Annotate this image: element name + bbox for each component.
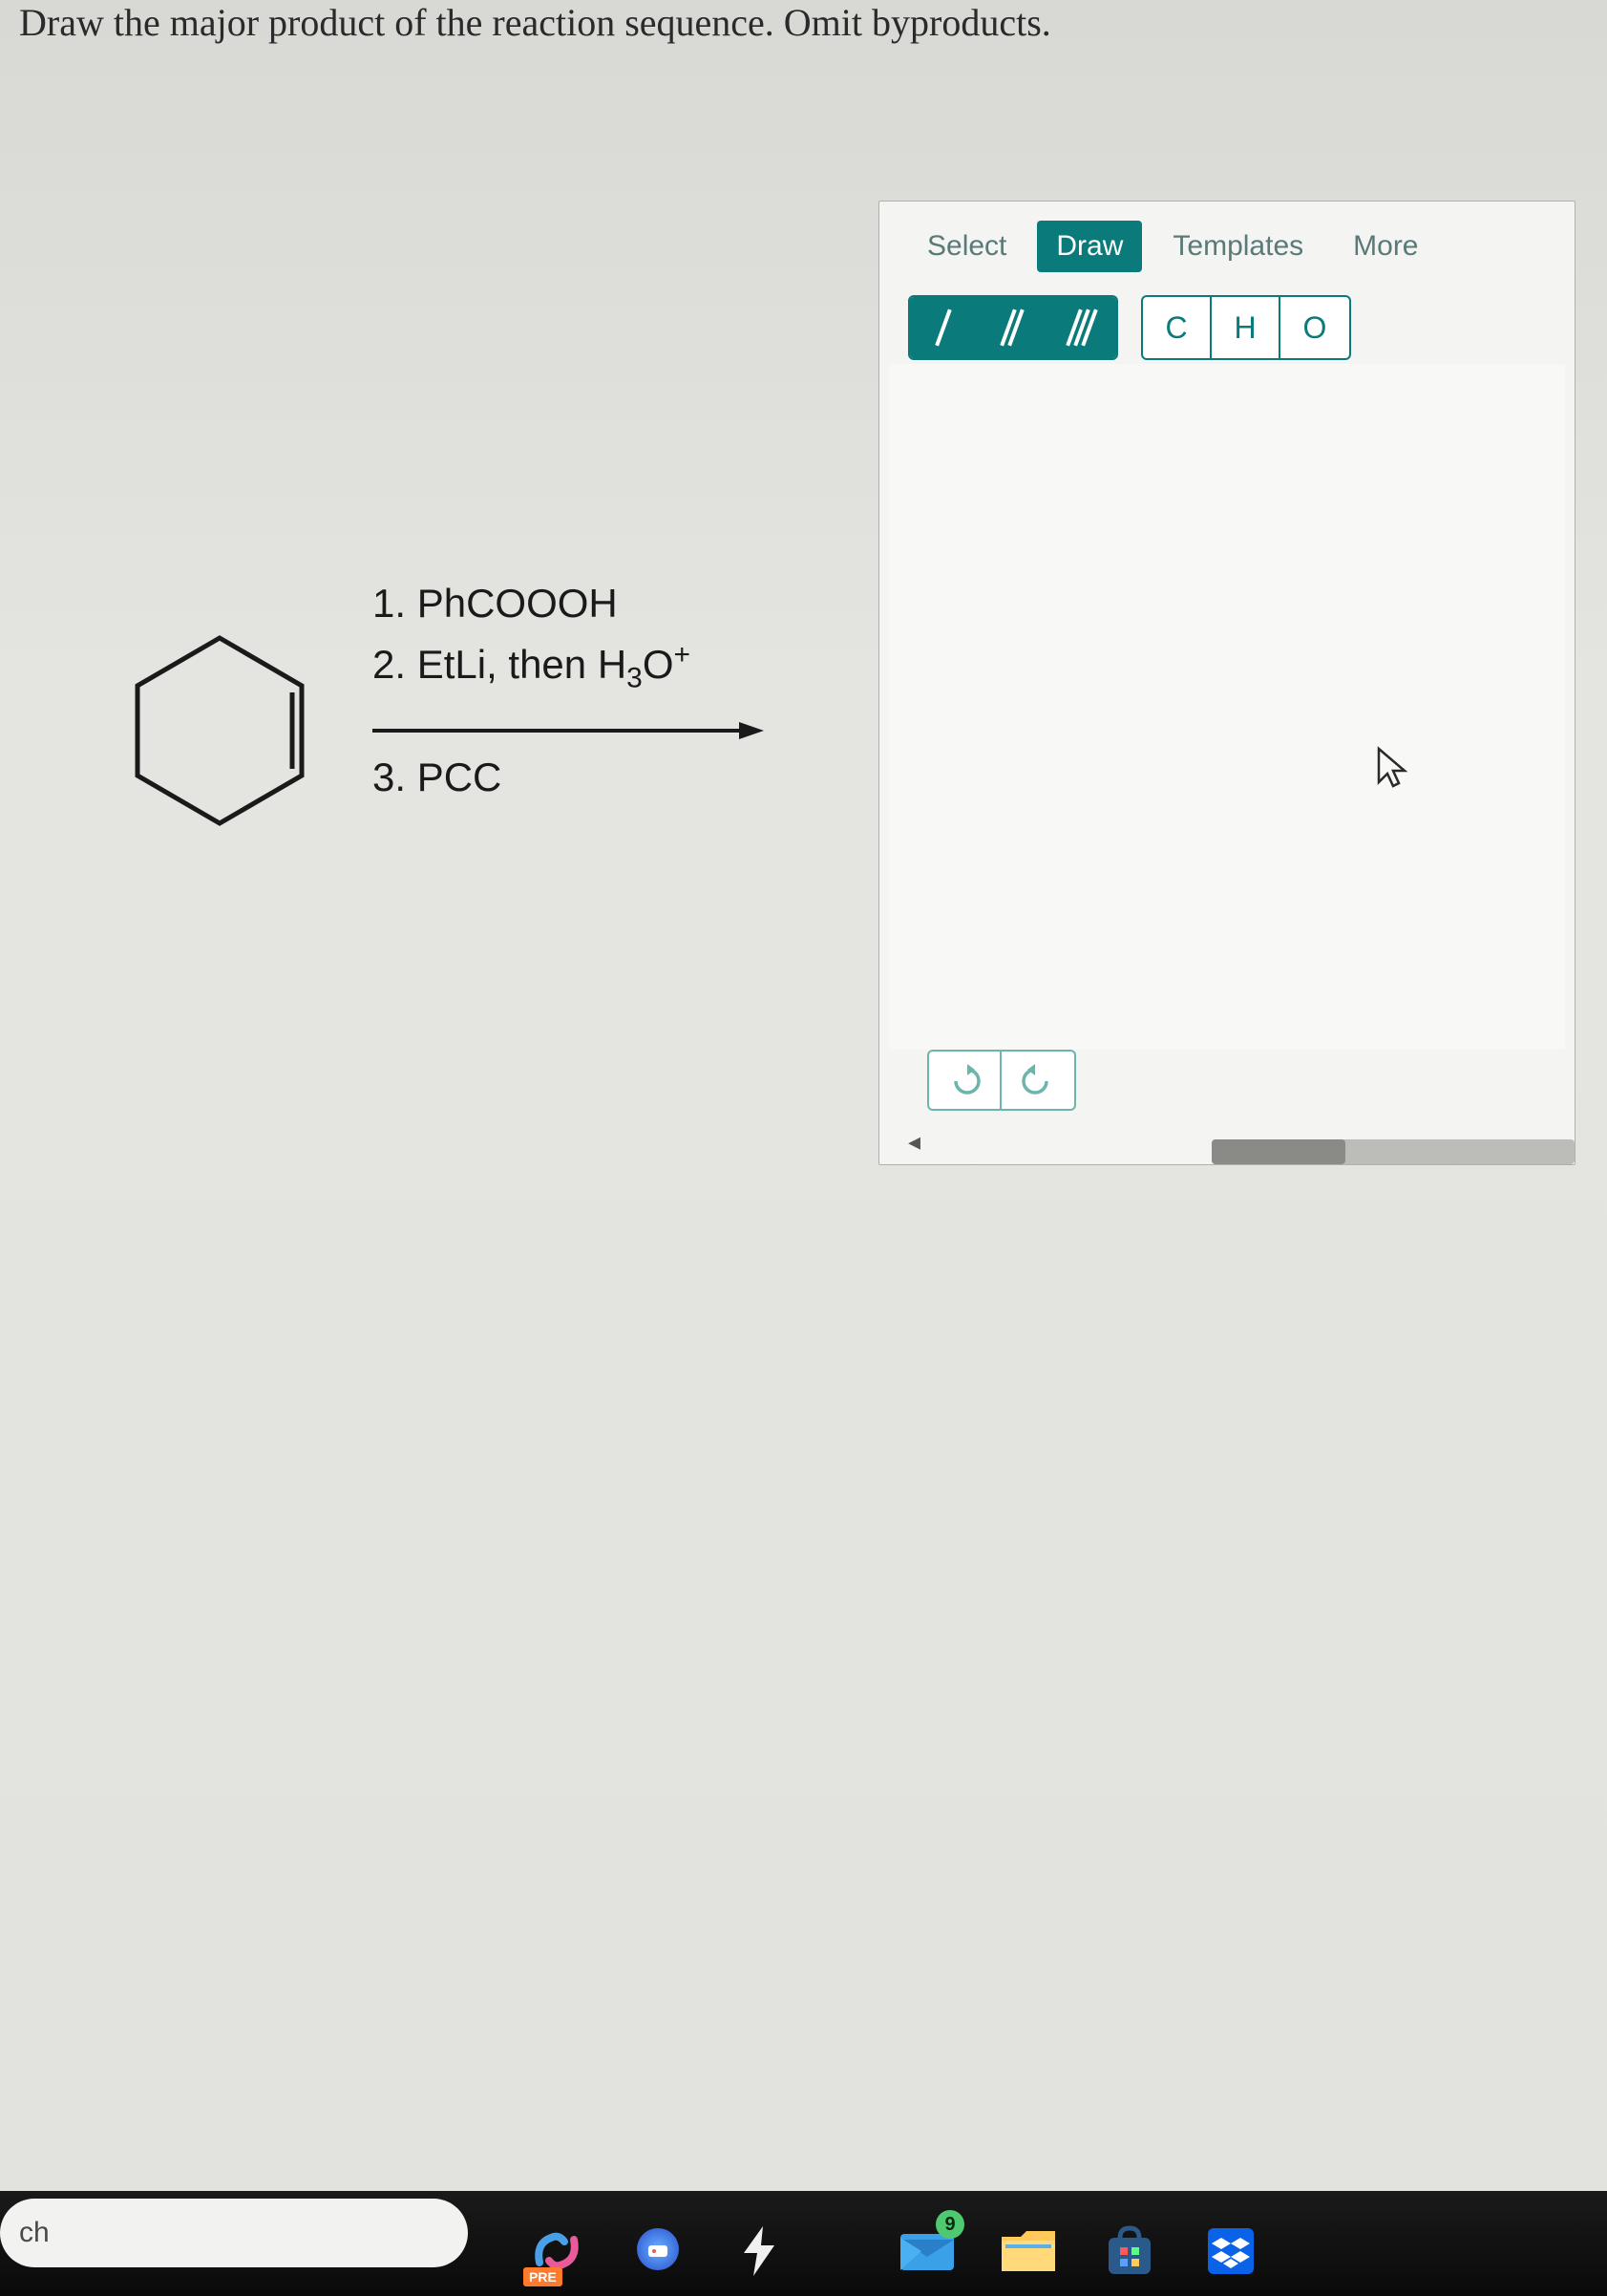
dropbox-icon[interactable]: [1199, 2220, 1262, 2283]
cyclohexene-structure: [115, 621, 325, 831]
copilot-icon[interactable]: PRE: [525, 2220, 588, 2283]
windows-taskbar: ch PRE 9: [0, 2191, 1607, 2296]
cursor-icon: [1376, 746, 1410, 788]
store-icon[interactable]: [1098, 2220, 1161, 2283]
pre-badge: PRE: [523, 2267, 562, 2286]
reagent-list: 1. PhCOOOH 2. EtLi, then H3O+: [372, 573, 690, 699]
scroll-left-icon[interactable]: ◂: [908, 1128, 920, 1157]
tab-templates[interactable]: Templates: [1153, 221, 1322, 272]
reagent-3: 3. PCC: [372, 755, 501, 800]
search-text: ch: [19, 2217, 50, 2249]
editor-tab-row: Select Draw Templates More: [879, 202, 1575, 287]
reagent-1: 1. PhCOOOH: [372, 573, 690, 633]
taskbar-icons: PRE 9: [525, 2220, 1262, 2283]
reagent-2: 2. EtLi, then H3O+: [372, 633, 690, 699]
tab-more[interactable]: More: [1334, 221, 1437, 272]
atom-tool-group: C H O: [1141, 295, 1351, 360]
tab-select[interactable]: Select: [908, 221, 1026, 272]
drawing-canvas[interactable]: [889, 364, 1565, 1050]
taskbar-search[interactable]: ch: [0, 2199, 468, 2267]
carbon-atom-button[interactable]: C: [1143, 297, 1212, 358]
undo-redo-group: [927, 1050, 1076, 1111]
structure-editor: Select Draw Templates More C H O: [878, 201, 1575, 1165]
scrollbar-thumb[interactable]: [1212, 1139, 1345, 1164]
undo-button[interactable]: [929, 1052, 1002, 1109]
question-text: Draw the major product of the reaction s…: [19, 0, 1051, 45]
reaction-scheme: 1. PhCOOOH 2. EtLi, then H3O+ 3. PCC: [86, 544, 850, 926]
hydrogen-atom-button[interactable]: H: [1212, 297, 1280, 358]
chat-icon[interactable]: [626, 2220, 689, 2283]
horizontal-scrollbar[interactable]: [1212, 1139, 1575, 1164]
oxygen-atom-button[interactable]: O: [1280, 297, 1349, 358]
lightning-icon[interactable]: [728, 2220, 791, 2283]
redo-button[interactable]: [1002, 1052, 1074, 1109]
triple-bond-button[interactable]: [1047, 297, 1116, 358]
bond-tool-group: [908, 295, 1118, 360]
tab-draw[interactable]: Draw: [1037, 221, 1142, 272]
single-bond-button[interactable]: [910, 297, 979, 358]
mail-badge: 9: [936, 2210, 964, 2239]
mail-icon[interactable]: 9: [896, 2220, 959, 2283]
reaction-arrow: [372, 712, 764, 750]
double-bond-button[interactable]: [979, 297, 1047, 358]
file-explorer-icon[interactable]: [997, 2220, 1060, 2283]
